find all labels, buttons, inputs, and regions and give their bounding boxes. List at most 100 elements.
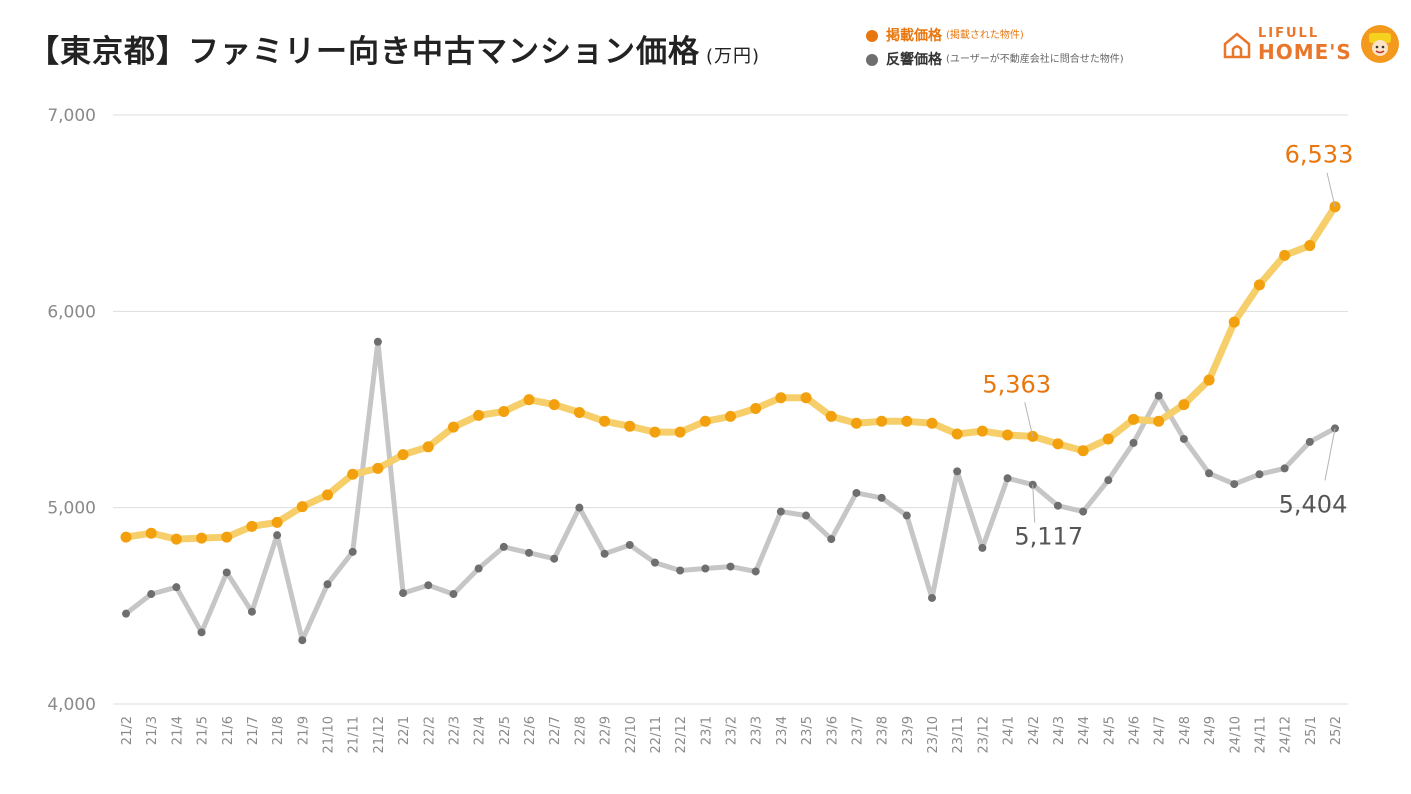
data-point-listed: [775, 392, 787, 404]
data-point-inquiry: [323, 580, 332, 589]
data-point-listed: [1253, 279, 1265, 291]
data-point-listed: [1304, 240, 1316, 252]
x-tick-label: 24/8: [1178, 716, 1193, 745]
data-point-inquiry: [424, 581, 433, 590]
x-tick-label: 23/9: [901, 716, 916, 745]
data-point-listed: [976, 425, 988, 437]
house-icon: [1223, 32, 1251, 59]
data-point-listed: [120, 531, 132, 543]
data-point-listed: [599, 415, 611, 427]
data-point-inquiry: [1104, 476, 1113, 485]
x-tick-label: 24/6: [1128, 716, 1143, 745]
data-point-inquiry: [197, 628, 206, 637]
data-point-inquiry: [247, 607, 256, 616]
data-point-listed: [246, 520, 258, 532]
data-point-listed: [674, 426, 686, 438]
x-tick-label: 22/12: [674, 716, 689, 753]
data-point-inquiry: [222, 568, 231, 577]
data-point-listed: [372, 462, 384, 474]
annotation-leader: [1324, 428, 1336, 481]
x-tick-label: 23/3: [750, 716, 765, 745]
x-tick-label: 25/2: [1329, 716, 1344, 745]
data-point-listed: [649, 426, 661, 438]
x-tick-label: 21/6: [221, 716, 236, 745]
data-point-inquiry: [827, 535, 836, 544]
x-tick-label: 24/5: [1102, 716, 1117, 745]
data-point-listed: [725, 410, 736, 422]
mascot-icon: [1361, 25, 1399, 63]
x-tick-label: 21/2: [120, 716, 135, 745]
series-line-inquiry: [123, 339, 1338, 643]
x-tick-label: 25/1: [1304, 716, 1319, 745]
logo-line1: LIFULL: [1258, 26, 1320, 41]
chart-title-text: 【東京都】ファミリー向き中古マンション価格: [28, 34, 700, 70]
data-point-listed: [322, 489, 333, 501]
data-point-inquiry: [348, 547, 357, 556]
data-point-inquiry: [650, 558, 659, 567]
data-point-inquiry: [122, 609, 130, 618]
x-tick-label: 21/12: [372, 716, 387, 753]
data-point-inquiry: [928, 593, 936, 602]
data-point-inquiry: [701, 564, 710, 573]
data-point-inquiry: [852, 488, 861, 497]
x-tick-label: 21/8: [271, 716, 286, 745]
chart-title: 【東京都】ファミリー向き中古マンション価格 (万円): [28, 26, 760, 71]
data-point-listed: [170, 533, 182, 545]
data-point-listed: [573, 406, 585, 418]
data-point-listed: [1279, 249, 1291, 261]
x-tick-label: 22/2: [422, 716, 437, 745]
x-tick-label: 21/7: [246, 716, 261, 745]
legend-note-listed: (掲載された物件): [946, 30, 1024, 41]
x-tick-label: 23/8: [876, 716, 891, 745]
data-point-listed: [447, 421, 459, 433]
data-point-listed: [422, 441, 434, 453]
data-point-listed: [926, 417, 938, 429]
x-tick-label: 24/12: [1279, 716, 1294, 753]
data-point-listed: [221, 531, 233, 543]
data-point-inquiry: [273, 531, 282, 540]
data-point-inquiry: [172, 583, 181, 592]
data-point-listed: [1002, 429, 1014, 441]
data-point-inquiry: [147, 590, 156, 599]
x-tick-label: 21/5: [196, 716, 211, 745]
data-point-inquiry: [1003, 474, 1012, 483]
x-tick-label: 22/4: [473, 716, 488, 745]
data-point-listed: [800, 392, 812, 404]
legend-item-inquiry: 反響価格 (ユーザーが不動産会社に問合せた物件): [866, 48, 1124, 72]
x-tick-label: 24/9: [1203, 716, 1218, 745]
x-tick-label: 24/11: [1253, 716, 1268, 753]
data-point-listed: [1128, 413, 1139, 425]
data-point-inquiry: [902, 511, 911, 520]
x-tick-label: 22/8: [573, 716, 588, 745]
data-point-inquiry: [499, 542, 508, 551]
legend-name-listed: 掲載価格: [886, 28, 942, 44]
x-tick-label: 24/3: [1052, 716, 1067, 745]
legend-name-inquiry: 反響価格: [886, 52, 942, 68]
x-tick-label: 24/10: [1228, 716, 1243, 753]
data-point-listed: [397, 449, 409, 461]
x-tick-label: 22/6: [523, 716, 538, 745]
x-tick-label: 22/1: [397, 716, 412, 745]
y-tick-label: 4,000: [47, 695, 96, 715]
data-point-inquiry: [726, 562, 735, 571]
x-tick-label: 23/1: [699, 716, 714, 745]
data-point-inquiry: [373, 337, 382, 346]
data-point-listed: [296, 501, 308, 513]
data-point-listed: [750, 403, 762, 415]
x-tick-label: 22/9: [599, 716, 614, 745]
data-point-listed: [473, 409, 485, 421]
annotation-leader: [1032, 484, 1036, 523]
data-point-inquiry: [1129, 438, 1138, 447]
annotation-label: 5,117: [1014, 523, 1083, 551]
data-point-inquiry: [1053, 501, 1062, 510]
x-tick-label: 22/5: [498, 716, 513, 745]
data-point-listed: [347, 468, 359, 480]
data-point-listed: [1178, 399, 1190, 411]
x-tick-label: 23/7: [850, 716, 865, 745]
data-point-listed: [1228, 316, 1240, 328]
data-point-inquiry: [978, 543, 987, 552]
data-point-listed: [876, 415, 888, 427]
data-point-inquiry: [1179, 434, 1188, 443]
data-point-listed: [1052, 438, 1064, 450]
